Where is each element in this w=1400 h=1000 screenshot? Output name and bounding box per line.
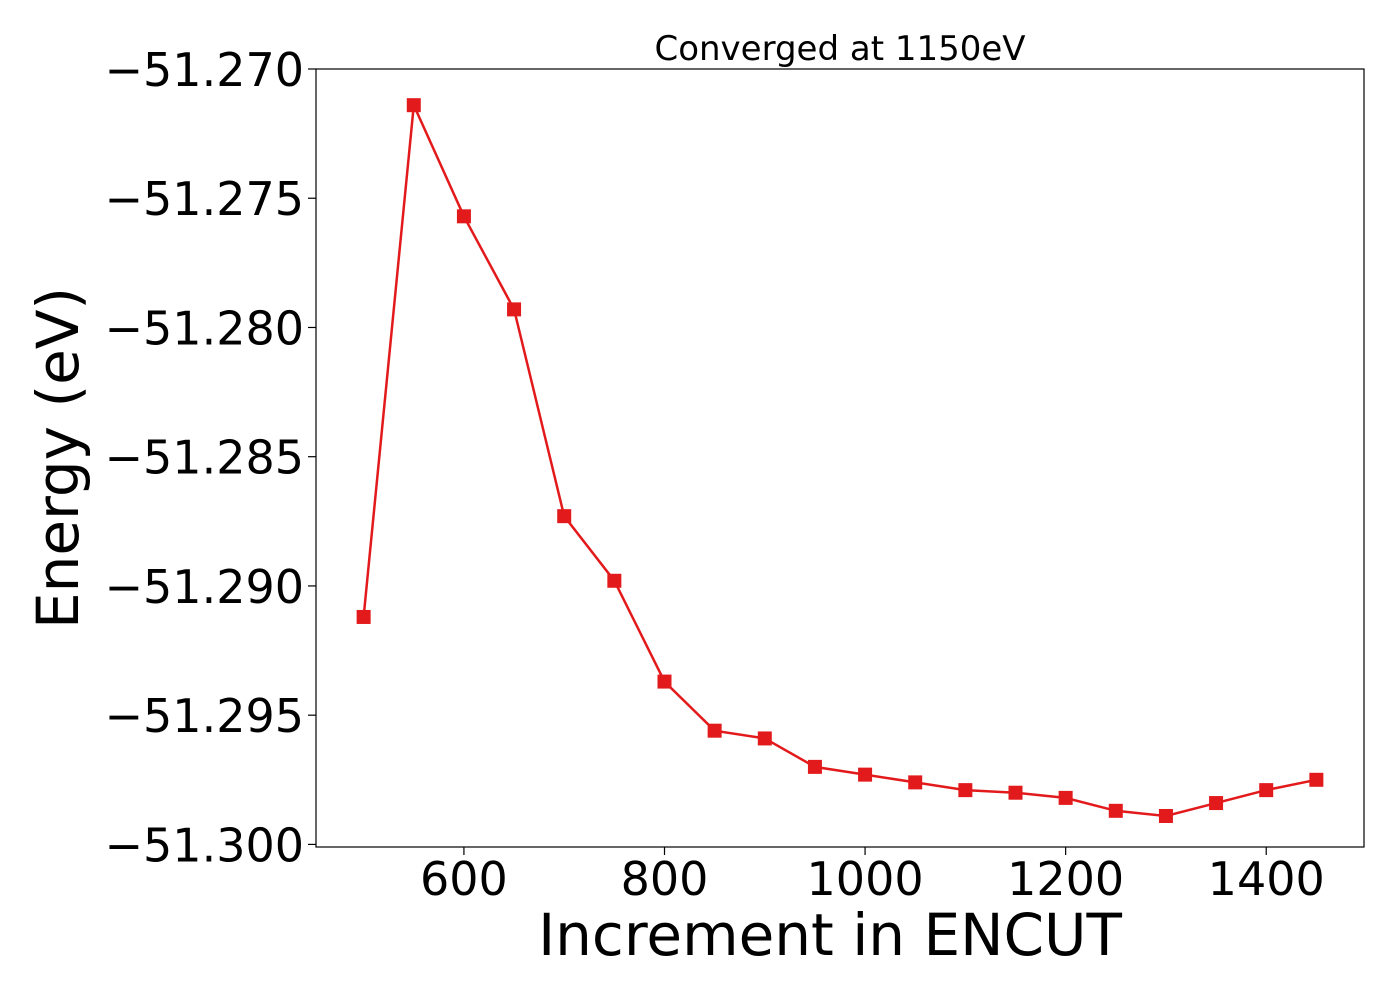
data-point: [1209, 796, 1224, 811]
data-point: [1309, 772, 1324, 787]
y-axis-label: Energy (eV): [24, 287, 92, 629]
data-point: [1058, 790, 1073, 805]
data-point: [406, 98, 421, 113]
x-tick-label: 800: [621, 852, 709, 906]
data-point: [958, 783, 973, 798]
data-point: [657, 674, 672, 689]
data-point: [507, 302, 522, 317]
data-point: [557, 509, 572, 524]
x-tick-label: 600: [420, 852, 508, 906]
data-point: [456, 209, 471, 224]
plot-frame: [315, 68, 1365, 848]
series-line: [362, 100, 1317, 818]
chart-title: Converged at 1150eV: [654, 29, 1025, 69]
data-point: [858, 767, 873, 782]
x-tick-label: 1400: [1208, 852, 1325, 906]
y-tick-label: −51.290: [105, 560, 305, 614]
y-tick-label: −51.270: [105, 43, 305, 97]
y-tick-label: −51.275: [105, 172, 305, 226]
data-point: [1259, 783, 1274, 798]
y-tick-label: −51.295: [105, 689, 305, 743]
data-point: [908, 775, 923, 790]
y-tick-label: −51.285: [105, 431, 305, 485]
x-axis-label: Increment in ENCUT: [538, 901, 1122, 969]
x-tick-label: 1200: [1007, 852, 1124, 906]
data-point: [607, 573, 622, 588]
data-point: [1008, 785, 1023, 800]
y-tick-label: −51.300: [105, 818, 305, 872]
x-tick-label: 1000: [807, 852, 924, 906]
plot-area: [356, 98, 1324, 823]
axis-ticks: 600 800 1000 1200 1400 −51.270 −51.275 −51.280 −…: [105, 43, 1325, 906]
data-point: [757, 731, 772, 746]
data-point: [807, 759, 822, 774]
data-point: [1158, 808, 1173, 823]
data-point: [356, 609, 371, 624]
y-tick-label: −51.280: [105, 301, 305, 355]
data-point: [707, 723, 722, 738]
data-point: [1108, 803, 1123, 818]
